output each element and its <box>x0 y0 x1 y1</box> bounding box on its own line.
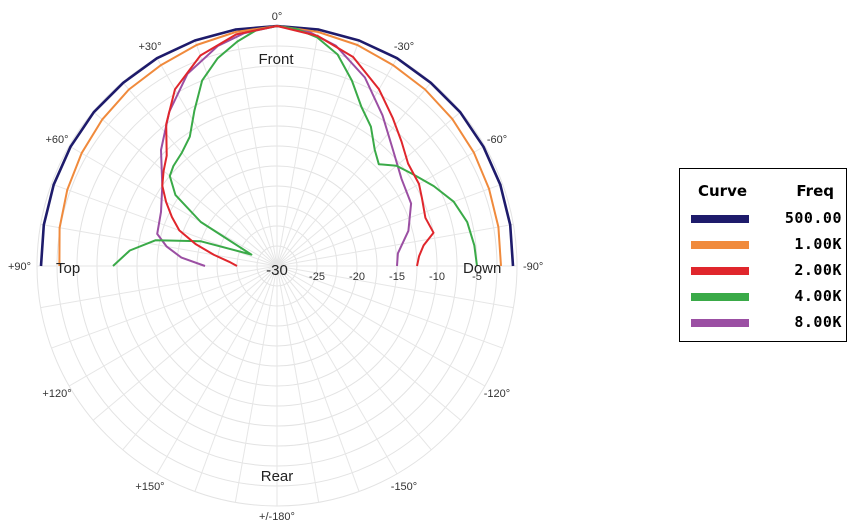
polar-labels: Front Rear Top Down -30 -25 -20 -15 -10 -5 0°… <box>8 11 543 523</box>
grid-spoke <box>68 265 278 387</box>
legend-item: 8.00K <box>680 311 846 335</box>
grid-spoke <box>194 40 278 267</box>
grid-spoke <box>276 223 514 267</box>
angle-tick-label: -60° <box>487 134 507 146</box>
angle-tick-label: -120° <box>484 388 510 400</box>
grid-spoke <box>276 265 503 349</box>
grid-spoke <box>234 265 278 503</box>
grid-spoke <box>156 265 278 475</box>
legend: Curve Freq 500.00 1.00K 2.00K 4.00K 8.00… <box>679 168 847 342</box>
grid-spoke <box>276 145 486 267</box>
grid-spoke <box>276 265 514 309</box>
grid-spoke <box>276 40 360 267</box>
radial-tick-label: -5 <box>472 271 482 283</box>
grid-spoke <box>276 57 398 267</box>
legend-swatch <box>691 293 749 301</box>
legend-item: 2.00K <box>680 259 846 283</box>
angle-tick-label: -150° <box>391 481 417 493</box>
legend-freq: 2.00K <box>794 261 842 279</box>
grid-spoke <box>276 265 486 387</box>
angle-tick-label: 0° <box>272 11 283 23</box>
grid-spoke <box>156 57 278 267</box>
angle-tick-label: -90° <box>523 261 543 273</box>
grid-spoke <box>276 265 432 451</box>
legend-freq: 8.00K <box>794 313 842 331</box>
polar-curves <box>39 24 515 267</box>
region-label-top: Top <box>56 260 80 277</box>
grid-spoke <box>122 265 278 451</box>
grid-spoke <box>122 81 278 267</box>
radial-tick-label: -15 <box>389 271 405 283</box>
grid-spoke <box>276 265 320 503</box>
legend-item: 4.00K <box>680 285 846 309</box>
region-label-rear: Rear <box>261 468 294 485</box>
legend-item: 1.00K <box>680 233 846 257</box>
legend-header-freq: Freq <box>796 182 834 200</box>
grid-spoke <box>276 265 398 475</box>
angle-tick-label: -30° <box>394 41 414 53</box>
polar-chart: Front Rear Top Down -30 -25 -20 -15 -10 -5 0°… <box>8 11 543 523</box>
grid-spoke <box>234 29 278 267</box>
grid-spoke <box>276 265 360 492</box>
angle-tick-label: +90° <box>8 261 31 273</box>
grid-spoke <box>40 265 278 309</box>
grid-spoke <box>92 111 278 267</box>
legend-freq: 500.00 <box>784 209 842 227</box>
grid-spoke <box>276 183 503 267</box>
legend-freq: 4.00K <box>794 287 842 305</box>
grid-spoke <box>68 145 278 267</box>
region-label-down: Down <box>463 260 501 277</box>
grid-spoke <box>51 265 278 349</box>
grid-spoke <box>276 81 432 267</box>
legend-swatch <box>691 267 749 275</box>
grid-spoke <box>92 265 278 421</box>
grid-spoke <box>40 223 278 267</box>
legend-header-curve: Curve <box>698 182 748 200</box>
radial-tick-label: -20 <box>349 271 365 283</box>
angle-tick-label: +150° <box>135 481 164 493</box>
grid-spoke <box>276 111 462 267</box>
angle-tick-label: +/-180° <box>259 511 295 523</box>
legend-freq: 1.00K <box>794 235 842 253</box>
radial-tick-label: -10 <box>429 271 445 283</box>
region-label-front: Front <box>258 51 294 68</box>
legend-swatch <box>691 215 749 223</box>
series-line <box>161 25 435 267</box>
angle-tick-label: +30° <box>138 41 161 53</box>
grid-spoke <box>194 265 278 492</box>
radial-center-label: -30 <box>266 262 288 279</box>
grid-spoke <box>276 265 462 421</box>
legend-item: 500.00 <box>680 207 846 231</box>
legend-swatch <box>691 319 749 327</box>
legend-swatch <box>691 241 749 249</box>
grid-spoke <box>276 29 320 267</box>
angle-tick-label: +120° <box>42 388 71 400</box>
radial-tick-label: -25 <box>309 271 325 283</box>
angle-tick-label: +60° <box>45 134 68 146</box>
